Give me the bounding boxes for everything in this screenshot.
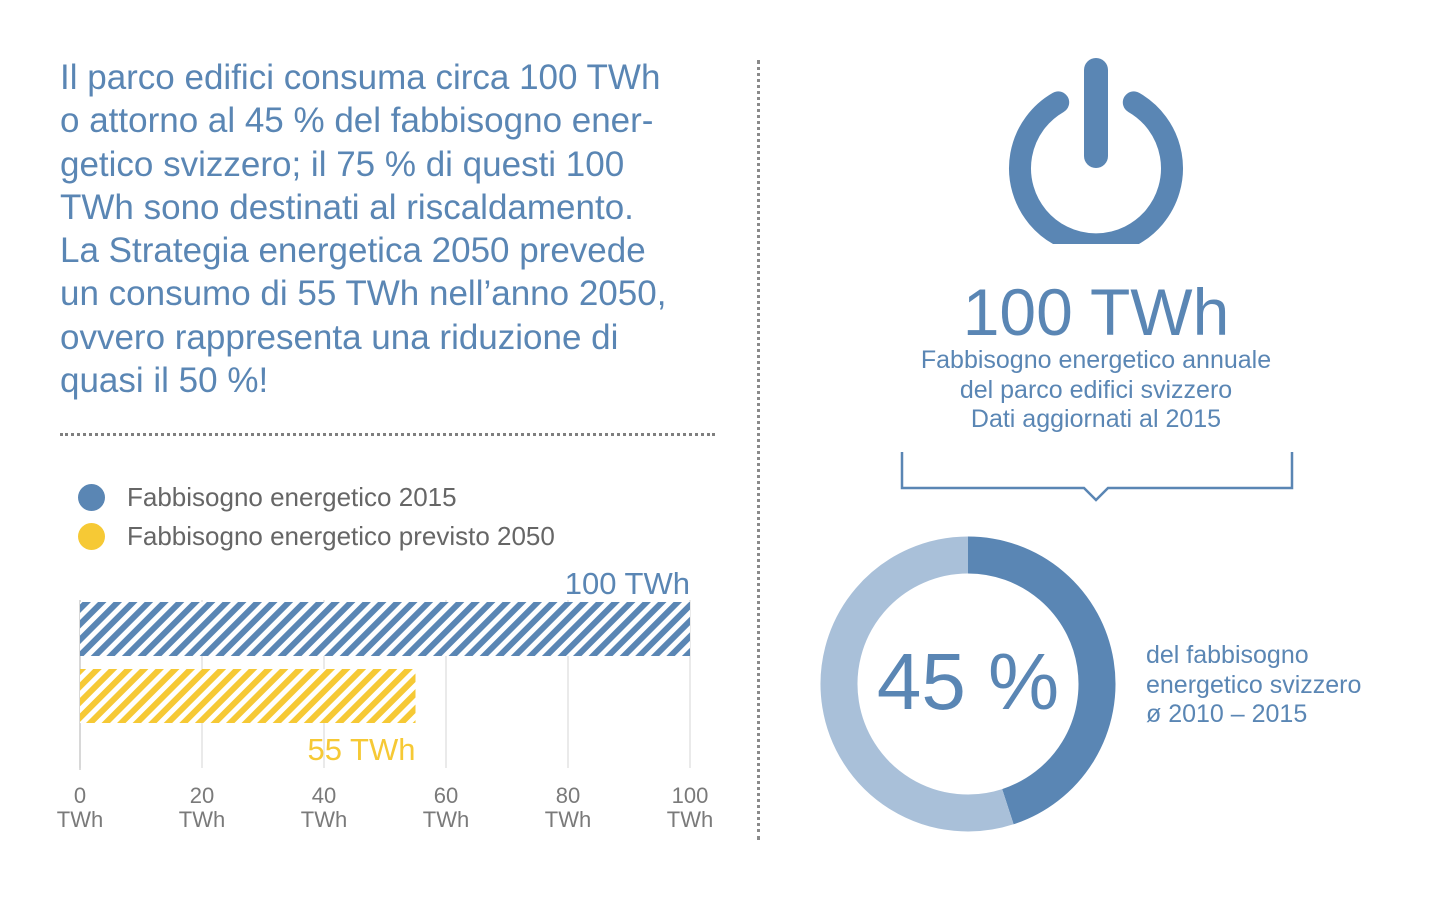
x-tick-label: 80: [556, 783, 580, 808]
bracket-connector: [900, 452, 1294, 502]
donut-chart: [820, 536, 1116, 832]
x-tick-label: 100: [672, 783, 709, 808]
intro-line: ovvero rappresenta una riduzione di: [60, 317, 619, 357]
x-tick-label: 20: [190, 783, 214, 808]
x-tick-unit: TWh: [301, 807, 347, 832]
intro-line: getico svizzero; il 75 % di questi 100: [60, 144, 625, 184]
power-icon: [1009, 58, 1183, 244]
vertical-dotted-divider: [757, 60, 760, 840]
horizontal-dotted-divider: [60, 433, 715, 436]
x-tick-label: 60: [434, 783, 458, 808]
bar-2015: [80, 602, 690, 656]
x-tick-unit: TWh: [57, 807, 103, 832]
bar-value-label-2015: 100 TWh: [565, 566, 690, 601]
legend-label-2050: Fabbisogno energetico previsto 2050: [127, 521, 555, 551]
caption-line: Fabbisogno energetico annuale: [920, 346, 1272, 374]
legend-item-2050: Fabbisogno energetico previsto 2050: [78, 517, 555, 556]
donut-slice-45: [967, 536, 1116, 825]
consumption-caption: Fabbisogno energetico annuale del parco …: [896, 346, 1296, 435]
intro-line: quasi il 50 %!: [60, 361, 269, 401]
caption-line: del parco edifici svizzero: [959, 375, 1233, 404]
total-consumption-value: 100 TWh: [962, 275, 1230, 349]
intro-text: Il parco edifici consuma circa 100 TWh o…: [60, 56, 740, 402]
bar-value-label-2050: 55 TWh: [308, 732, 416, 767]
legend-label-2015: Fabbisogno energetico 2015: [127, 482, 457, 512]
legend-dot-blue: [78, 484, 105, 511]
legend-dot-yellow: [78, 523, 105, 550]
x-tick-unit: TWh: [545, 807, 591, 832]
donut-slice-rest: [820, 536, 1014, 832]
donut-center-label: 45 %: [876, 637, 1060, 726]
x-tick-unit: TWh: [423, 807, 469, 832]
donut-caption-line: ø 2010 – 2015: [1146, 700, 1308, 728]
bar-2050: [80, 669, 416, 723]
donut-caption: del fabbisogno energetico svizzero ø 201…: [1146, 641, 1361, 730]
intro-line: TWh sono destinati al riscaldamento.: [60, 187, 634, 227]
donut-caption-line: del fabbisogno: [1146, 641, 1309, 669]
intro-line: Il parco edifici consuma circa 100 TWh: [60, 58, 661, 97]
x-tick-unit: TWh: [667, 807, 713, 832]
x-tick-label: 40: [312, 783, 336, 808]
intro-line: un consumo di 55 TWh nell’anno 2050,: [60, 274, 667, 314]
intro-line: o attorno al 45 % del fabbisogno ener-: [60, 101, 654, 141]
chart-legend: Fabbisogno energetico 2015 Fabbisogno en…: [78, 478, 555, 556]
donut-caption-line: energetico svizzero: [1146, 670, 1362, 699]
legend-item-2015: Fabbisogno energetico 2015: [78, 478, 555, 517]
caption-line: Dati aggiornati al 2015: [970, 405, 1222, 433]
intro-line: La Strategia energetica 2050 prevede: [60, 231, 646, 271]
x-tick-label: 0: [74, 783, 86, 808]
x-tick-unit: TWh: [179, 807, 225, 832]
